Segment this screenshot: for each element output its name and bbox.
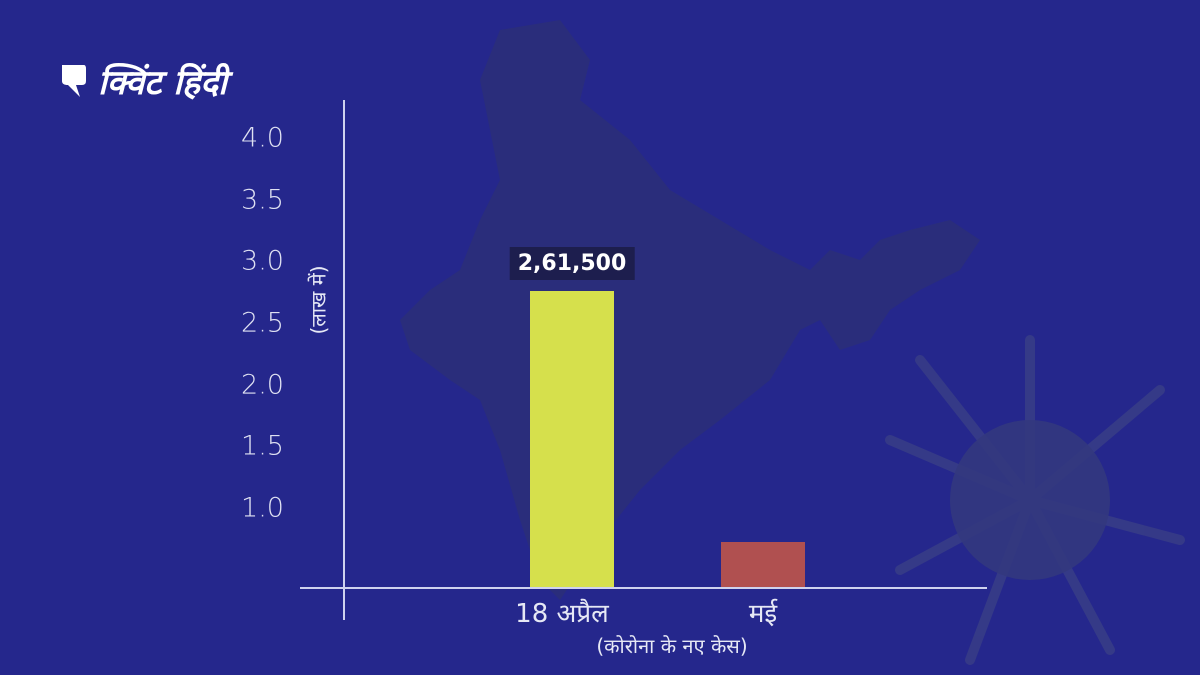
x-category-label: मई [748, 599, 778, 629]
bar-1 [721, 541, 805, 587]
x-axis-label: (कोरोना के नए केस) [596, 634, 748, 658]
data-label: 2,61,500 [509, 247, 635, 280]
virus-illustration [885, 335, 1185, 665]
y-tick-label: 2.0 [241, 369, 284, 401]
y-tick-label: 4.0 [241, 122, 284, 154]
y-tick-label: 3.0 [241, 245, 284, 277]
x-category-label: 18 अप्रैल [515, 599, 609, 629]
y-tick-label: 2.5 [241, 307, 284, 339]
speech-bubble-icon [62, 65, 86, 97]
y-axis-label: (लाख में) [306, 265, 331, 335]
y-tick-label: 3.5 [241, 184, 284, 216]
logo-text: क्विंट हिंदी [98, 63, 227, 103]
y-tick-label: 1.0 [241, 492, 284, 524]
y-tick-label: 1.5 [241, 430, 284, 462]
bar-0 [530, 291, 614, 587]
quint-hindi-logo: क्विंट हिंदी [60, 58, 227, 104]
